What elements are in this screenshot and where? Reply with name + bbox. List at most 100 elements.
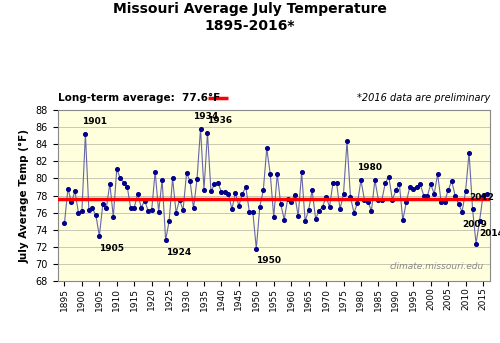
Text: 1905: 1905	[100, 244, 124, 252]
Point	[126, 205, 134, 211]
Point	[318, 204, 326, 209]
Point	[322, 194, 330, 200]
Text: *2016 data are preliminary: *2016 data are preliminary	[357, 93, 490, 103]
Point	[210, 181, 218, 187]
Point	[144, 208, 152, 214]
Point	[102, 205, 110, 211]
Point	[224, 191, 232, 197]
Point	[343, 139, 351, 144]
Point	[392, 188, 400, 193]
Point	[71, 188, 79, 194]
Point	[479, 193, 487, 198]
Point	[134, 191, 141, 197]
Point	[340, 191, 347, 197]
Point	[465, 150, 473, 155]
Text: 1924: 1924	[166, 248, 191, 257]
Point	[200, 187, 208, 192]
Point	[437, 200, 445, 205]
Text: Missouri Average July Temperature: Missouri Average July Temperature	[113, 2, 387, 16]
Point	[140, 198, 148, 203]
Point	[416, 181, 424, 187]
Point	[290, 192, 298, 198]
Point	[410, 186, 418, 191]
Point	[476, 218, 484, 224]
Point	[294, 213, 302, 219]
Point	[329, 180, 337, 185]
Point	[371, 177, 379, 183]
Point	[444, 188, 452, 193]
Point	[88, 205, 96, 211]
Point	[120, 180, 128, 185]
Point	[357, 177, 365, 183]
Point	[350, 210, 358, 215]
Point	[382, 180, 390, 185]
Point	[346, 194, 354, 200]
Point	[182, 170, 190, 176]
Point	[440, 199, 448, 204]
Point	[228, 206, 236, 212]
Point	[238, 191, 246, 197]
Point	[273, 171, 281, 177]
Point	[158, 177, 166, 183]
Point	[308, 188, 316, 193]
Point	[468, 206, 476, 212]
Point	[332, 180, 340, 185]
Point	[154, 209, 162, 215]
Point	[179, 207, 187, 213]
Text: Long-term average:  77.6°F: Long-term average: 77.6°F	[58, 93, 220, 103]
Point	[374, 197, 382, 202]
Point	[168, 176, 176, 181]
Point	[298, 169, 306, 175]
Point	[364, 199, 372, 204]
Point	[110, 214, 118, 220]
Point	[162, 237, 170, 243]
Text: climate.missouri.edu: climate.missouri.edu	[390, 262, 484, 271]
Point	[399, 217, 407, 223]
Point	[99, 201, 107, 207]
Point	[385, 174, 393, 179]
Point	[151, 169, 159, 174]
Point	[193, 176, 201, 182]
Point	[221, 189, 229, 195]
Point	[207, 188, 215, 194]
Point	[242, 184, 250, 190]
Point	[204, 130, 212, 135]
Text: 2014: 2014	[480, 229, 500, 238]
Point	[472, 241, 480, 246]
Point	[458, 209, 466, 215]
Point	[232, 190, 239, 196]
Point	[68, 200, 76, 205]
Point	[85, 207, 93, 213]
Text: 2009: 2009	[462, 220, 487, 228]
Point	[64, 186, 72, 191]
Point	[315, 208, 323, 214]
Point	[420, 193, 428, 198]
Point	[396, 181, 404, 186]
Point	[165, 218, 173, 224]
Point	[172, 210, 180, 215]
Point	[256, 204, 264, 209]
Text: 1936: 1936	[208, 116, 233, 125]
Point	[246, 209, 254, 215]
Text: 1950: 1950	[256, 257, 281, 265]
Point	[148, 207, 156, 213]
Point	[186, 178, 194, 184]
Point	[176, 197, 184, 202]
Point	[137, 205, 145, 210]
Point	[266, 171, 274, 177]
Point	[406, 184, 414, 190]
Point	[451, 193, 459, 198]
Point	[218, 189, 226, 195]
Text: 1901: 1901	[82, 117, 107, 126]
Point	[402, 200, 410, 205]
Point	[74, 210, 82, 215]
Point	[434, 171, 442, 177]
Point	[336, 206, 344, 212]
Point	[60, 220, 68, 226]
Point	[360, 197, 368, 202]
Y-axis label: July Average Temp (°F): July Average Temp (°F)	[20, 129, 30, 262]
Point	[106, 181, 114, 186]
Point	[423, 193, 431, 199]
Point	[378, 197, 386, 202]
Point	[263, 145, 271, 151]
